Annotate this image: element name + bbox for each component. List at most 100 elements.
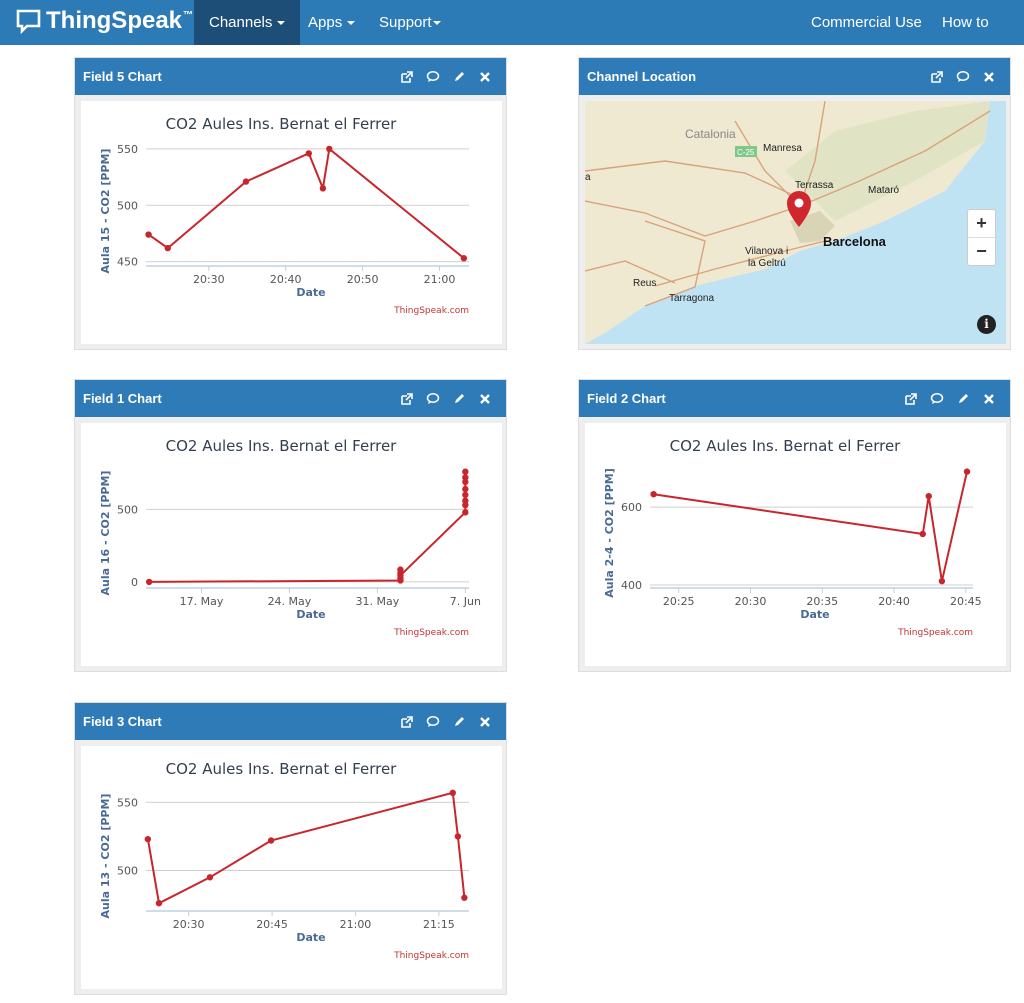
y-tick-label: 550 [117, 143, 138, 156]
data-point[interactable] [462, 485, 469, 493]
x-tick-label: 31. May [356, 595, 400, 608]
y-axis-title: Aula 13 - CO2 [PPM] [99, 794, 112, 919]
x-tick-label: 7. Jun [450, 595, 481, 608]
external-link-icon[interactable] [930, 70, 944, 84]
data-point[interactable] [267, 837, 275, 844]
data-point[interactable] [462, 468, 469, 475]
data-point[interactable] [461, 894, 468, 901]
chart-credit-link[interactable]: ThingSpeak.com [897, 628, 973, 638]
close-icon[interactable] [982, 70, 996, 84]
x-axis-title: Date [800, 608, 829, 621]
chart-area: CO2 Aules Ins. Bernat el Ferrer 400 600 20:… [585, 423, 1006, 666]
data-point[interactable] [397, 572, 404, 579]
data-point[interactable] [919, 530, 926, 538]
comment-icon[interactable] [956, 70, 970, 84]
field-1-chart-panel: Field 1 Chart CO2 Aules Ins. Bernat el F… [74, 379, 507, 672]
close-icon[interactable] [478, 70, 492, 84]
zoom-out-button[interactable]: − [976, 241, 987, 261]
series-line [148, 147, 465, 259]
road-shield [735, 146, 757, 157]
chart-svg: CO2 Aules Ins. Bernat el Ferrer 500 550 20:… [99, 760, 469, 961]
caret-down-icon [432, 21, 441, 26]
data-point[interactable] [462, 509, 469, 516]
data-point[interactable] [449, 789, 456, 797]
map-view[interactable]: Catalonia C-25 Manresa Terrassa Mataró Barcel… [585, 101, 1006, 344]
x-axis-title: Date [296, 931, 325, 944]
external-link-icon[interactable] [400, 70, 414, 84]
nav-channels[interactable]: Channels [194, 0, 301, 45]
info-icon[interactable]: i [977, 315, 996, 334]
data-point[interactable] [145, 231, 152, 238]
chart-title: CO2 Aules Ins. Bernat el Ferrer [166, 115, 398, 133]
chart-credit-link[interactable]: ThingSpeak.com [393, 951, 469, 961]
data-point[interactable] [144, 835, 152, 843]
road [644, 220, 706, 307]
nav-commercial-use[interactable]: Commercial Use [811, 14, 922, 31]
location-marker-icon[interactable] [787, 191, 811, 227]
map-label: Mataró [868, 185, 900, 196]
nav-how-to-buy[interactable]: How to Buy [942, 14, 989, 76]
external-link-icon[interactable] [400, 715, 414, 729]
data-point[interactable] [305, 150, 312, 157]
data-point[interactable] [155, 899, 163, 907]
data-point[interactable] [462, 497, 469, 504]
panel-header: Field 3 Chart [75, 703, 506, 740]
y-axis-title: Aula 15 - CO2 [PPM] [99, 149, 112, 274]
data-point[interactable] [462, 491, 469, 499]
road [585, 260, 676, 284]
pencil-icon[interactable] [452, 70, 466, 84]
data-point[interactable] [145, 578, 153, 586]
close-icon[interactable] [478, 392, 492, 406]
panel-title: Field 1 Chart [83, 391, 162, 406]
data-point[interactable] [938, 577, 946, 585]
data-point[interactable] [925, 492, 932, 500]
comment-icon[interactable] [426, 392, 440, 406]
nav-apps[interactable]: Apps [293, 0, 370, 45]
data-point[interactable] [460, 255, 468, 262]
data-point[interactable] [650, 490, 657, 498]
comment-icon[interactable] [426, 70, 440, 84]
chart-area: CO2 Aules Ins. Bernat el Ferrer 450 500 550… [81, 101, 502, 344]
nav-label: Apps [308, 14, 343, 31]
pencil-icon[interactable] [452, 392, 466, 406]
close-icon[interactable] [982, 392, 996, 406]
x-tick-label: 20:30 [173, 918, 205, 931]
pencil-icon[interactable] [956, 392, 970, 406]
panel-header: Channel Location [579, 58, 1010, 95]
data-point[interactable] [319, 185, 327, 192]
x-tick-label: 20:30 [735, 595, 767, 608]
chart-credit-link[interactable]: ThingSpeak.com [393, 306, 469, 316]
data-point[interactable] [206, 874, 214, 881]
map-label: C-25 [737, 148, 755, 157]
thingspeak-logo[interactable]: ThingSpeak ™ [16, 7, 193, 35]
data-point[interactable] [242, 178, 250, 185]
comment-icon[interactable] [930, 392, 944, 406]
x-tick-label: 20:45 [256, 918, 288, 931]
x-tick-label: 24. May [268, 595, 312, 608]
data-point[interactable] [963, 468, 971, 475]
y-tick-label: 550 [117, 796, 138, 809]
map-label: Barcelona [823, 234, 887, 249]
external-link-icon[interactable] [400, 392, 414, 406]
y-tick-label: 500 [117, 199, 138, 212]
data-point[interactable] [462, 478, 469, 486]
comment-icon[interactable] [426, 715, 440, 729]
data-point[interactable] [454, 833, 462, 840]
close-icon[interactable] [478, 715, 492, 729]
y-tick-label: 600 [621, 501, 642, 514]
brand-name: ThingSpeak [46, 7, 183, 34]
data-point[interactable] [164, 244, 171, 252]
caret-down-icon [347, 21, 356, 26]
nav-support[interactable]: Support [364, 0, 456, 45]
map-label: Reus [633, 278, 656, 289]
chart-credit-link[interactable]: ThingSpeak.com [393, 628, 469, 638]
y-tick-label: 500 [117, 503, 138, 516]
x-tick-label: 21:00 [424, 273, 456, 286]
pencil-icon[interactable] [452, 715, 466, 729]
caret-down-icon [277, 21, 286, 26]
external-link-icon[interactable] [904, 392, 918, 406]
zoom-in-button[interactable]: + [968, 210, 995, 238]
chart-svg: CO2 Aules Ins. Bernat el Ferrer 0 500 17. M… [99, 437, 481, 638]
data-point[interactable] [326, 145, 333, 153]
